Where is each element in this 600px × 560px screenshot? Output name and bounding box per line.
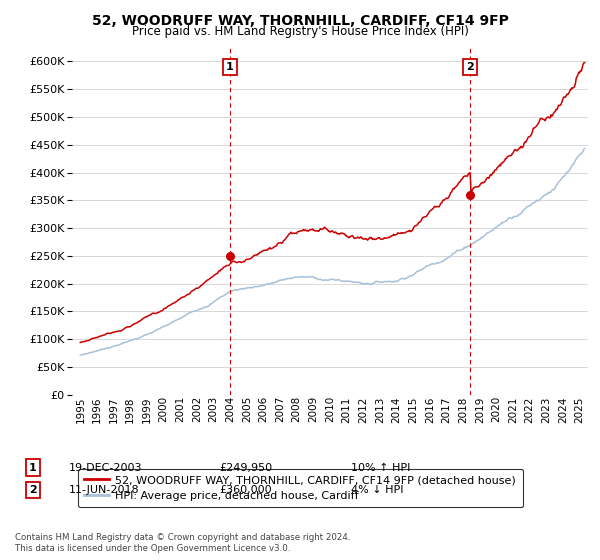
Text: 11-JUN-2018: 11-JUN-2018 [69, 485, 140, 495]
Text: 19-DEC-2003: 19-DEC-2003 [69, 463, 143, 473]
Text: 1: 1 [29, 463, 37, 473]
Text: 4% ↓ HPI: 4% ↓ HPI [351, 485, 404, 495]
Text: 2: 2 [29, 485, 37, 495]
Text: Contains HM Land Registry data © Crown copyright and database right 2024.
This d: Contains HM Land Registry data © Crown c… [15, 533, 350, 553]
Text: Price paid vs. HM Land Registry's House Price Index (HPI): Price paid vs. HM Land Registry's House … [131, 25, 469, 38]
Text: 1: 1 [226, 62, 233, 72]
Text: 10% ↑ HPI: 10% ↑ HPI [351, 463, 410, 473]
Text: 2: 2 [467, 62, 475, 72]
Text: 52, WOODRUFF WAY, THORNHILL, CARDIFF, CF14 9FP: 52, WOODRUFF WAY, THORNHILL, CARDIFF, CF… [92, 14, 508, 28]
Legend: 52, WOODRUFF WAY, THORNHILL, CARDIFF, CF14 9FP (detached house), HPI: Average pr: 52, WOODRUFF WAY, THORNHILL, CARDIFF, CF… [77, 469, 523, 507]
Text: £360,000: £360,000 [219, 485, 272, 495]
Text: £249,950: £249,950 [219, 463, 272, 473]
